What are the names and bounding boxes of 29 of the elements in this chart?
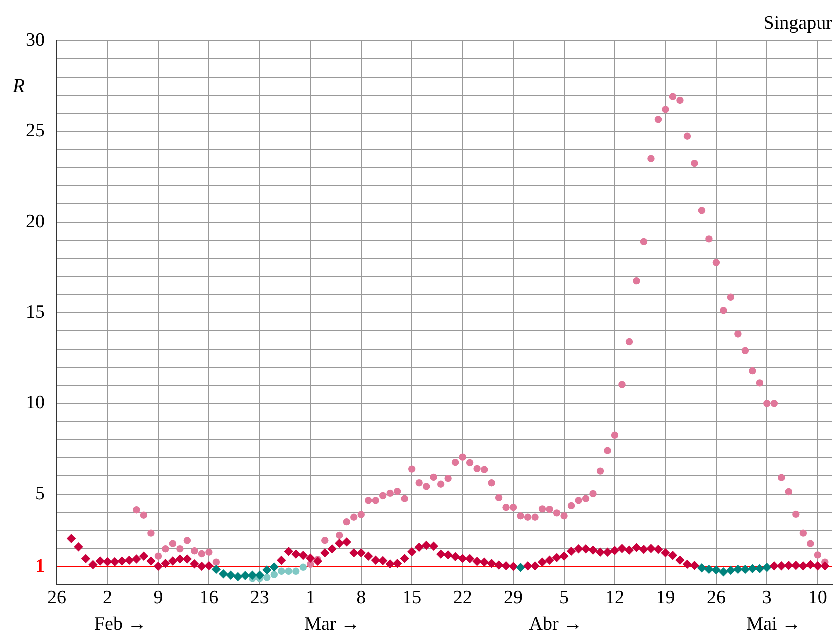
y-tick-label: 15 — [26, 302, 45, 323]
y-tick-label: 1 — [36, 556, 45, 577]
x-tick-label: 8 — [356, 587, 366, 608]
x-tick-label: 16 — [200, 587, 219, 608]
chart-title: Singapur — [764, 13, 834, 34]
y-axis-title: R — [12, 75, 26, 98]
x-tick-label: 1 — [306, 587, 316, 608]
y-tick-label: 10 — [26, 392, 45, 414]
text: Abr → — [529, 614, 583, 634]
y-tick-label: 20 — [26, 211, 45, 232]
y-tick-label: 30 — [26, 30, 45, 51]
x-tick-label: 10 — [808, 587, 828, 608]
x-tick-label: 23 — [250, 587, 270, 608]
x-tick-label: 2 — [102, 587, 112, 608]
x-tick-label: 19 — [656, 587, 676, 608]
x-tick-label: 26 — [48, 587, 66, 608]
x-tick-label: 9 — [154, 587, 164, 608]
x-tick-label: 5 — [560, 587, 570, 608]
x-tick-label: 15 — [402, 587, 422, 608]
y-tick-label: 5 — [36, 483, 45, 504]
text: Mai → — [746, 614, 802, 634]
text: Feb → — [94, 614, 147, 634]
x-tick-label: 29 — [504, 587, 524, 608]
y-tick-label: 25 — [26, 120, 45, 142]
text: Mar → — [304, 614, 360, 634]
x-tick-label: 3 — [762, 587, 772, 608]
x-tick-label: 22 — [453, 587, 472, 608]
x-tick-label: 26 — [706, 587, 726, 608]
x-tick-label: 12 — [606, 587, 624, 608]
